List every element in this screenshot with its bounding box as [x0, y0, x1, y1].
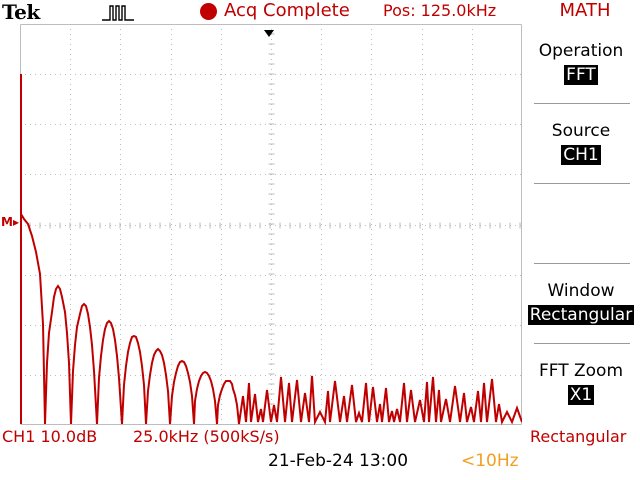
- horizontal-position: Pos: 125.0kHz: [383, 1, 497, 20]
- menu-title: MATH: [559, 0, 611, 21]
- menu-operation-label: Operation: [538, 41, 624, 61]
- menu-operation-value[interactable]: FFT: [564, 65, 598, 85]
- menu-source-value[interactable]: CH1: [561, 145, 601, 165]
- menu-window-value[interactable]: Rectangular: [527, 305, 635, 325]
- menu-fft-zoom-value[interactable]: X1: [567, 385, 595, 405]
- graticule: [20, 24, 522, 425]
- trigger-pulse-icon: [102, 5, 134, 21]
- channel-scale: CH1 10.0dB: [2, 427, 98, 446]
- trigger-frequency: <10Hz: [461, 451, 519, 471]
- trigger-position-icon: [264, 30, 274, 37]
- date-time: 21-Feb-24 13:00: [268, 451, 409, 471]
- fft-trace: [20, 74, 522, 425]
- acquisition-status: Acq Complete: [224, 0, 350, 21]
- menu-divider: [534, 183, 630, 184]
- math-reference-marker: M▸: [1, 215, 19, 229]
- menu-divider: [534, 343, 630, 344]
- window-status: Rectangular: [530, 427, 627, 446]
- menu-source-label: Source: [551, 121, 611, 141]
- menu-divider: [534, 103, 630, 104]
- menu-window-label: Window: [547, 281, 615, 301]
- side-menu: Operation FFT Source CH1 Window Rectangu…: [522, 24, 640, 425]
- grid-lines: [20, 24, 522, 425]
- acquisition-status-indicator: [200, 3, 217, 20]
- menu-fft-zoom-label: FFT Zoom: [538, 361, 624, 381]
- timebase-readout: 25.0kHz (500kS/s): [133, 427, 280, 446]
- menu-divider: [534, 263, 630, 264]
- brand-logo: Tek: [2, 0, 40, 24]
